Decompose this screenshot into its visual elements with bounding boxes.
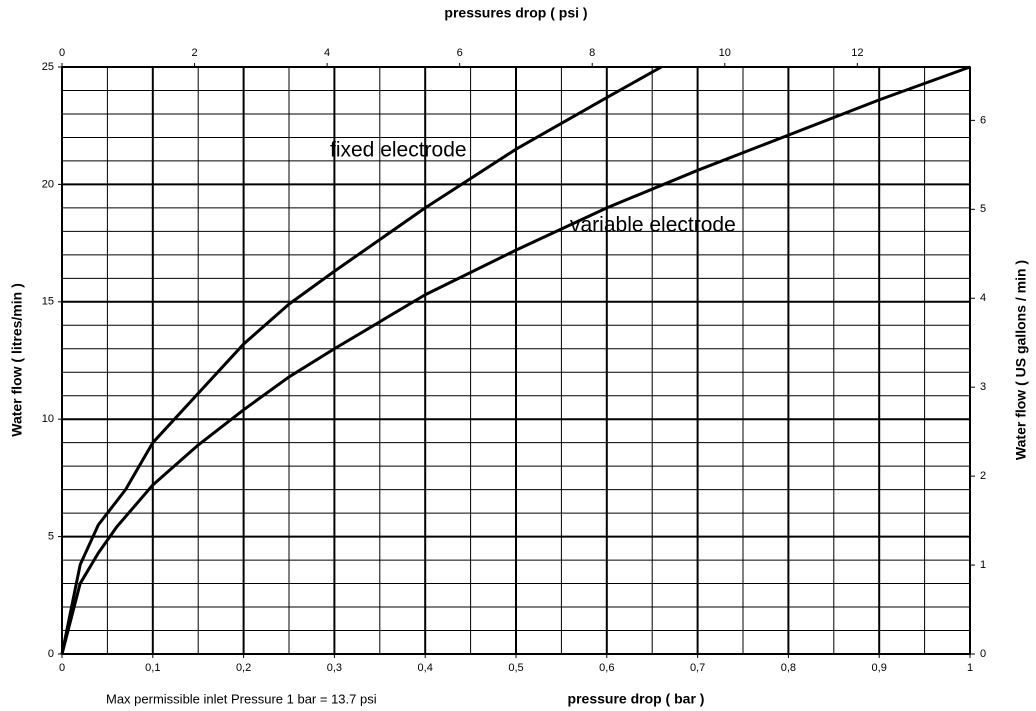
x2-tick-label: 8 xyxy=(589,47,595,59)
x-tick-label: 0,6 xyxy=(599,662,614,674)
x2-tick-label: 10 xyxy=(719,47,731,59)
y-tick-label: 10 xyxy=(42,413,54,425)
x-tick-label: 0,9 xyxy=(872,662,887,674)
x-tick-label: 0,5 xyxy=(508,662,523,674)
y2-tick-label: 2 xyxy=(980,470,986,482)
y2-tick-label: 1 xyxy=(980,559,986,571)
x-tick-label: 0,8 xyxy=(781,662,796,674)
y2-tick-label: 4 xyxy=(980,292,986,304)
y-tick-label: 25 xyxy=(42,61,54,73)
x-tick-label: 1 xyxy=(967,662,973,674)
y2-tick-label: 6 xyxy=(980,114,986,126)
curve xyxy=(60,65,971,655)
top-axis-title: pressures drop ( psi ) xyxy=(444,5,587,21)
y-axis-title: Water flow ( litres/min ) xyxy=(9,283,25,437)
x-tick-label: 0 xyxy=(59,662,65,674)
x2-tick-label: 12 xyxy=(851,47,863,59)
x2-tick-label: 6 xyxy=(457,47,463,59)
series-label: variable electrode xyxy=(570,214,736,237)
y2-tick-label: 3 xyxy=(980,381,986,393)
x2-tick-label: 0 xyxy=(59,47,65,59)
y-tick-label: 5 xyxy=(48,531,54,543)
x-axis-title: pressure drop ( bar ) xyxy=(568,691,705,707)
x-tick-label: 0,4 xyxy=(418,662,433,674)
y-tick-label: 20 xyxy=(42,178,54,190)
x2-tick-label: 4 xyxy=(324,47,330,59)
x2-tick-label: 2 xyxy=(191,47,197,59)
y2-tick-label: 0 xyxy=(980,648,986,660)
plot-frame xyxy=(61,66,971,655)
note: Max permissible inlet Pressure 1 bar = 1… xyxy=(106,691,377,706)
curve xyxy=(60,65,663,655)
y-tick-label: 15 xyxy=(42,296,54,308)
x-tick-label: 0,7 xyxy=(690,662,705,674)
series-label: fixed electrode xyxy=(330,139,467,162)
x-tick-label: 0,3 xyxy=(327,662,342,674)
x-tick-label: 0,2 xyxy=(236,662,251,674)
x-tick-label: 0,1 xyxy=(145,662,160,674)
y2-tick-label: 5 xyxy=(980,203,986,215)
y2-axis-title: Water flow ( US gallons / min ) xyxy=(1013,260,1029,460)
y-tick-label: 0 xyxy=(48,648,54,660)
